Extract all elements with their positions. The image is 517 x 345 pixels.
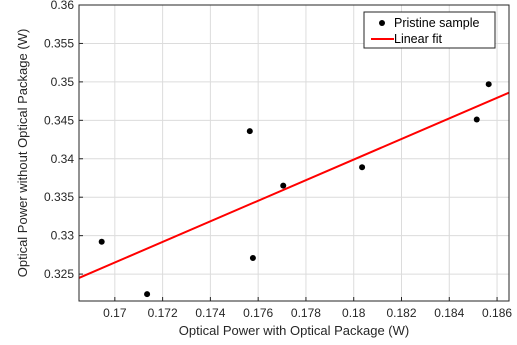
data-point <box>280 182 287 189</box>
y-tick-label: 0.335 <box>44 190 74 204</box>
legend: Pristine sample Linear fit <box>363 11 496 49</box>
data-point <box>246 128 253 135</box>
x-axis-ticks: 0.17 0.172 0.174 0.176 0.178 0.18 0.182 0.184 0.… <box>103 297 512 320</box>
legend-label-linear-fit: Linear fit <box>394 32 442 46</box>
x-tick-label: 0.17 <box>103 306 127 320</box>
y-tick-label: 0.35 <box>51 75 75 89</box>
fit-line-layer <box>78 91 510 279</box>
y-tick-label: 0.345 <box>44 113 74 127</box>
x-tick-label: 0.18 <box>342 306 366 320</box>
grid <box>79 4 509 301</box>
data-point <box>473 116 480 123</box>
x-tick-label: 0.174 <box>195 306 225 320</box>
y-tick-label: 0.325 <box>44 267 74 281</box>
y-tick-label: 0.355 <box>44 36 74 50</box>
linear-fit-line <box>78 91 510 279</box>
y-tick-label: 0.34 <box>51 152 75 166</box>
data-point <box>359 164 366 171</box>
x-tick-label: 0.184 <box>434 306 464 320</box>
y-axis-title: Optical Power without Optical Package (W… <box>15 29 30 278</box>
data-point <box>98 238 105 245</box>
y-tick-label: 0.33 <box>51 229 75 243</box>
x-tick-label: 0.178 <box>291 306 321 320</box>
data-point <box>144 291 151 298</box>
points-layer <box>98 81 492 298</box>
x-tick-label: 0.172 <box>148 306 178 320</box>
y-tick-label: 0.36 <box>51 0 75 12</box>
x-axis-title: Optical Power with Optical Package (W) <box>179 323 409 338</box>
data-point <box>249 254 256 261</box>
x-tick-label: 0.176 <box>243 306 273 320</box>
plot-frame <box>78 4 510 302</box>
x-tick-label: 0.186 <box>482 306 512 320</box>
legend-marker-pristine-sample <box>379 20 385 26</box>
legend-box <box>363 11 496 49</box>
data-point <box>485 81 492 88</box>
legend-label-pristine-sample: Pristine sample <box>394 16 479 30</box>
y-axis-ticks: 0.325 0.33 0.335 0.34 0.345 0.35 0.355 0.36 <box>44 0 83 281</box>
x-tick-label: 0.182 <box>386 306 416 320</box>
